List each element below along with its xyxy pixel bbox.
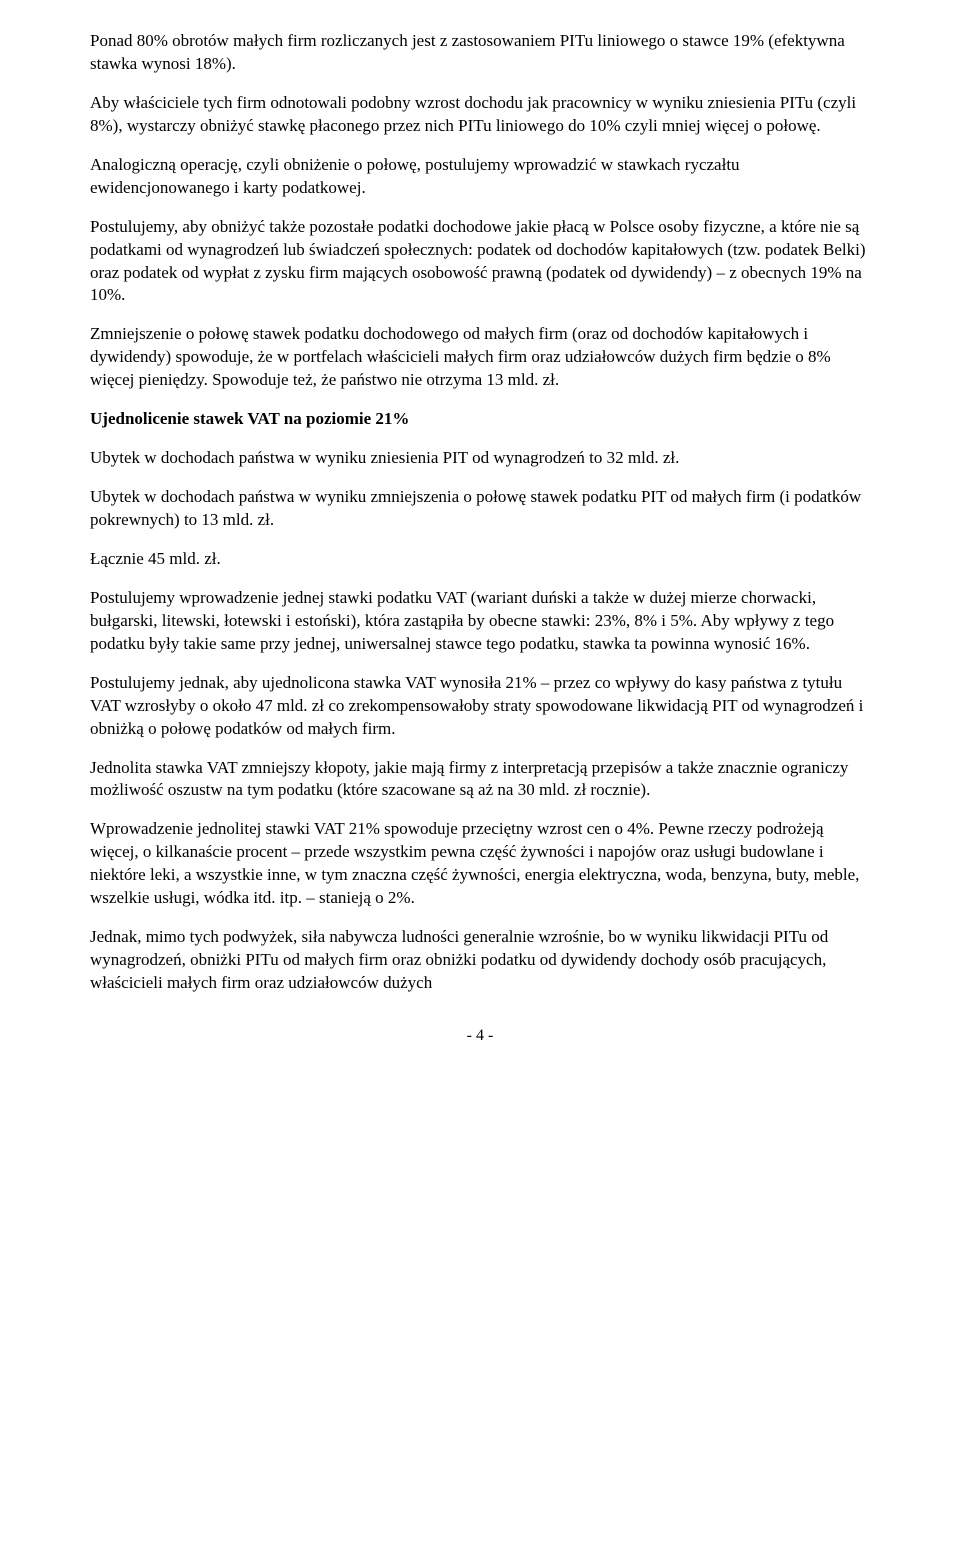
paragraph-8: Łącznie 45 mld. zł. — [90, 548, 870, 571]
paragraph-5: Zmniejszenie o połowę stawek podatku doc… — [90, 323, 870, 392]
paragraph-6: Ubytek w dochodach państwa w wyniku znie… — [90, 447, 870, 470]
paragraph-12: Wprowadzenie jednolitej stawki VAT 21% s… — [90, 818, 870, 910]
paragraph-7: Ubytek w dochodach państwa w wyniku zmni… — [90, 486, 870, 532]
paragraph-3: Analogiczną operację, czyli obniżenie o … — [90, 154, 870, 200]
paragraph-10: Postulujemy jednak, aby ujednolicona sta… — [90, 672, 870, 741]
section-heading: Ujednolicenie stawek VAT na poziomie 21% — [90, 408, 870, 431]
paragraph-4: Postulujemy, aby obniżyć także pozostałe… — [90, 216, 870, 308]
paragraph-13: Jednak, mimo tych podwyżek, siła nabywcz… — [90, 926, 870, 995]
paragraph-1: Ponad 80% obrotów małych firm rozliczany… — [90, 30, 870, 76]
paragraph-2: Aby właściciele tych firm odnotowali pod… — [90, 92, 870, 138]
paragraph-9: Postulujemy wprowadzenie jednej stawki p… — [90, 587, 870, 656]
paragraph-11: Jednolita stawka VAT zmniejszy kłopoty, … — [90, 757, 870, 803]
page-number: - 4 - — [90, 1025, 870, 1047]
